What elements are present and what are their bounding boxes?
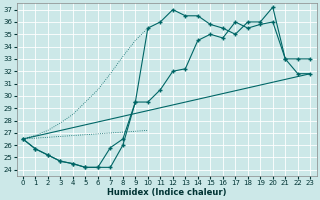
X-axis label: Humidex (Indice chaleur): Humidex (Indice chaleur) (107, 188, 226, 197)
